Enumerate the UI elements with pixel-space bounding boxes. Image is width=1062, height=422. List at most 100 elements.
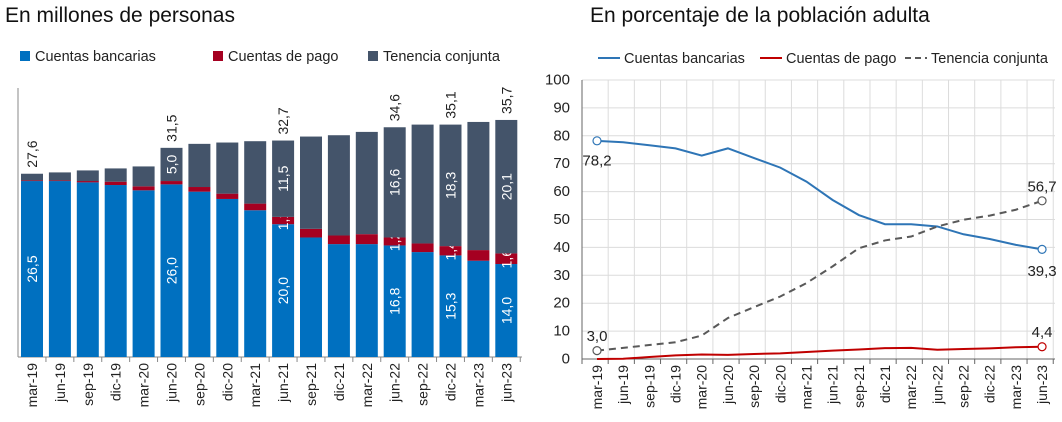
bar-segment bbox=[76, 181, 99, 183]
data-label: 20,1 bbox=[498, 173, 514, 200]
data-point bbox=[1037, 196, 1047, 206]
bar-segment bbox=[411, 252, 434, 357]
x-tick-label: sep-20 bbox=[746, 365, 762, 408]
data-label: 15,3 bbox=[443, 292, 459, 319]
bar-segment bbox=[188, 143, 211, 188]
bar-segment bbox=[300, 237, 322, 357]
bar-segment bbox=[495, 253, 518, 265]
data-label: 16,8 bbox=[387, 287, 403, 314]
bar-segment bbox=[467, 250, 490, 261]
y-tick-label: 60 bbox=[553, 183, 570, 200]
data-label: 4,4 bbox=[1032, 324, 1053, 341]
bar-segment bbox=[76, 182, 99, 357]
data-point bbox=[1037, 244, 1047, 254]
x-tick-label: mar-22 bbox=[359, 363, 375, 408]
y-tick-label: 100 bbox=[545, 72, 570, 89]
data-label: 14,0 bbox=[498, 297, 514, 324]
legend-label: Tenencia conjunta bbox=[383, 49, 501, 65]
series-line-2 bbox=[596, 199, 1043, 352]
data-label: 20,0 bbox=[275, 277, 291, 304]
y-tick-label: 80 bbox=[553, 127, 570, 144]
x-tick-label: dic-22 bbox=[982, 365, 998, 403]
x-tick-label: jun-23 bbox=[498, 363, 514, 403]
x-tick-label: jun-20 bbox=[720, 365, 736, 405]
bar-segment bbox=[411, 124, 434, 244]
bar-segment bbox=[104, 185, 127, 357]
legend-label: Cuentas de pago bbox=[786, 51, 896, 67]
bar-segment bbox=[327, 135, 350, 236]
bar-segment bbox=[355, 131, 378, 235]
x-tick-label: jun-19 bbox=[615, 365, 631, 405]
bar-segment bbox=[188, 191, 211, 357]
x-tick-label: sep-19 bbox=[641, 365, 657, 408]
x-tick-label: mar-20 bbox=[136, 363, 152, 408]
data-point bbox=[1037, 342, 1047, 352]
data-point bbox=[592, 346, 602, 356]
bar-segment bbox=[300, 228, 322, 238]
x-tick-label: sep-20 bbox=[191, 363, 207, 406]
bar-segment bbox=[300, 136, 322, 229]
bar-segment bbox=[439, 124, 462, 247]
bar-segment bbox=[439, 255, 462, 357]
bar-segment bbox=[132, 166, 155, 187]
total-label: 31,5 bbox=[164, 114, 180, 141]
bar-segment bbox=[160, 147, 183, 182]
total-label: 27,6 bbox=[24, 140, 40, 167]
y-tick-label: 90 bbox=[553, 99, 570, 116]
x-tick-label: mar-23 bbox=[470, 363, 486, 408]
bar-segment bbox=[216, 198, 239, 357]
x-tick-label: jun-21 bbox=[275, 363, 291, 403]
bar-segment bbox=[383, 127, 406, 238]
x-tick-label: sep-22 bbox=[415, 363, 431, 406]
bar-segment bbox=[439, 246, 462, 256]
bar-segment bbox=[411, 243, 434, 253]
bar-segment bbox=[383, 237, 406, 246]
legend-swatch-1 bbox=[213, 51, 223, 61]
bar-segment bbox=[160, 181, 183, 185]
x-tick-label: sep-22 bbox=[956, 365, 972, 408]
bar-segment bbox=[272, 140, 295, 217]
data-label: 11,5 bbox=[275, 165, 291, 191]
x-tick-label: jun-21 bbox=[825, 365, 841, 405]
bar-segment bbox=[244, 210, 267, 357]
legend-label: Cuentas bancarias bbox=[624, 51, 745, 67]
bar-segment bbox=[327, 244, 350, 357]
data-label: 56,7 bbox=[1027, 178, 1056, 195]
x-tick-label: jun-23 bbox=[1034, 365, 1050, 405]
bar-segment bbox=[272, 216, 295, 225]
legend-label: Cuentas de pago bbox=[228, 49, 338, 65]
data-label: 16,6 bbox=[387, 169, 403, 196]
x-tick-label: mar-19 bbox=[24, 363, 40, 408]
x-tick-label: mar-23 bbox=[1008, 365, 1024, 410]
data-label: 5,0 bbox=[164, 154, 180, 174]
x-tick-label: sep-21 bbox=[303, 363, 319, 406]
bar-segment bbox=[272, 224, 295, 357]
data-label: 1,6 bbox=[498, 249, 514, 269]
x-tick-label: dic-20 bbox=[219, 363, 235, 401]
bar-segment bbox=[327, 235, 350, 245]
data-label: 26,0 bbox=[164, 257, 180, 284]
series-line-0 bbox=[596, 139, 1043, 251]
bar-segment bbox=[48, 172, 71, 181]
bar-segment bbox=[467, 260, 490, 357]
total-label: 34,6 bbox=[387, 94, 403, 121]
bar-segment bbox=[21, 181, 43, 357]
total-label: 35,7 bbox=[498, 86, 514, 113]
bar-segment bbox=[244, 141, 267, 204]
x-tick-label: sep-19 bbox=[80, 363, 96, 406]
bar-segment bbox=[216, 142, 239, 194]
x-tick-label: jun-19 bbox=[52, 363, 68, 403]
series-line-1 bbox=[596, 345, 1043, 360]
y-tick-label: 20 bbox=[553, 295, 570, 312]
x-tick-label: mar-20 bbox=[694, 365, 710, 410]
x-tick-label: dic-22 bbox=[443, 363, 459, 401]
bar-segment bbox=[495, 264, 518, 357]
bar-segment bbox=[244, 203, 267, 211]
bar-segment bbox=[355, 234, 378, 245]
y-tick-label: 70 bbox=[553, 155, 570, 172]
legend-label: Cuentas bancarias bbox=[35, 49, 156, 65]
x-tick-label: jun-22 bbox=[387, 363, 403, 403]
bar-segment bbox=[21, 173, 43, 181]
x-tick-label: dic-21 bbox=[877, 365, 893, 403]
